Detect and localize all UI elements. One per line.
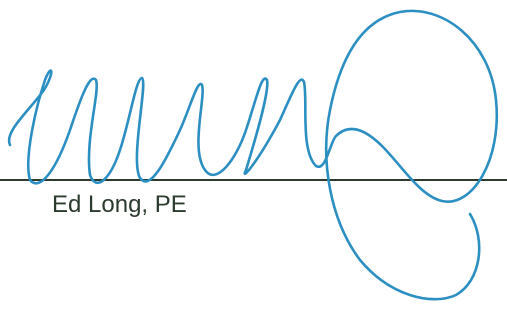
signer-name: Ed Long, PE [52,191,187,218]
handwritten-signature [9,11,497,299]
signature-block: Ed Long, PE [0,0,507,314]
page: Ed Long, PE (() => { const data = JSON.p… [0,0,507,314]
